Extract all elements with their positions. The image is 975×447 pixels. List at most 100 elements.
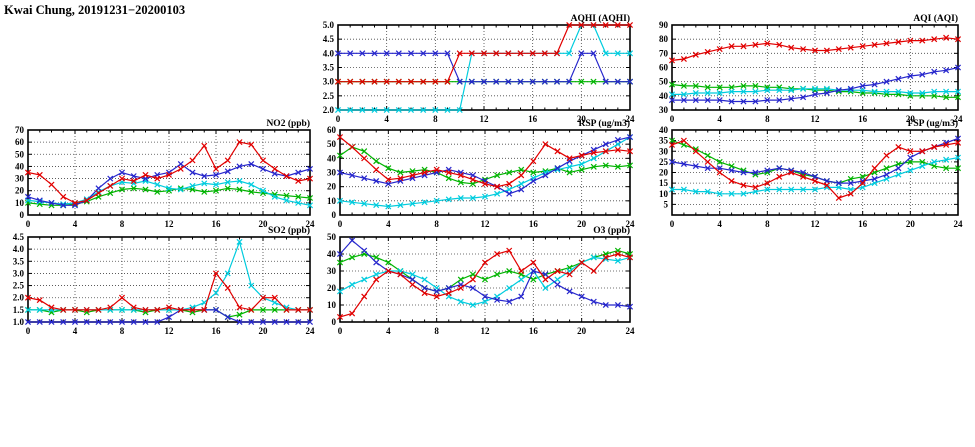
y-tick-label: 10 [15,198,25,208]
y-tick-label: 2.5 [323,91,335,101]
y-tick-label: 3.0 [13,268,25,278]
x-tick-label: 0 [336,114,341,124]
x-tick-label: 12 [481,219,491,229]
x-tick-label: 8 [765,219,770,229]
y-tick-label: 50 [327,232,337,242]
y-tick-label: 40 [659,91,669,101]
y-tick-label: 5 [664,199,669,209]
chart-o3: 0 10 20 30 40 50 0 4 8 12 16 20 24 O3 (ppb) [312,224,636,338]
x-tick-label: 16 [528,114,538,124]
x-tick-label: 24 [626,326,636,336]
y-tick-label: 3.0 [323,77,335,87]
series-green-line [28,309,310,318]
x-tick-label: 0 [338,326,343,336]
series-cyan-markers [668,85,962,98]
x-tick-label: 16 [529,219,539,229]
y-tick-label: 60 [659,63,669,73]
x-tick-label: 8 [433,114,438,124]
series-red-markers [24,139,314,206]
chart-title-fsp: FSP (ug/m3) [908,118,958,129]
y-tick-label: 90 [659,20,669,30]
series-red-markers [334,21,634,85]
chart-title-rsp: RSP (ug/m3) [579,118,630,129]
chart-rsp-plot: 0 10 20 30 40 50 60 0 4 8 12 16 20 24 RSP (ug/m3) [327,118,636,229]
y-tick-label: 70 [659,48,669,58]
series-green-markers [24,185,314,209]
x-tick-label: 16 [212,326,222,336]
x-tick-label: 12 [811,114,821,124]
x-tick-label: 12 [165,326,175,336]
x-tick-label: 8 [434,219,439,229]
y-tick-label: 5.0 [323,20,335,30]
x-tick-label: 4 [386,326,391,336]
y-tick-label: 2.5 [13,281,25,291]
x-tick-label: 8 [434,326,439,336]
y-tick-label: 40 [15,161,25,171]
y-tick-label: 30 [327,266,337,276]
y-tick-label: 50 [327,139,337,149]
y-tick-label: 35 [659,136,669,146]
y-tick-label: 0 [20,210,25,220]
series-green-markers [336,143,634,187]
y-tick-label: 40 [659,125,669,135]
y-tick-label: 3.5 [323,63,335,73]
chart-fsp: 5 10 15 20 25 30 35 40 0 4 8 12 16 20 24 FSP (ug/m3) [644,117,964,231]
series-cyan-markers [668,154,962,197]
y-tick-label: 2.0 [13,293,25,303]
x-tick-label: 0 [670,114,675,124]
series-red-markers [668,34,962,64]
y-tick-label: 30 [15,174,25,184]
x-tick-label: 20 [577,114,587,124]
series-cyan-markers [24,238,314,313]
chart-title-so2: SO2 (ppb) [268,225,310,236]
y-tick-label: 1.0 [13,317,25,327]
x-tick-label: 24 [954,219,964,229]
y-tick-label: 30 [659,146,669,156]
x-tick-label: 24 [626,219,636,229]
y-tick-label: 80 [659,34,669,44]
x-tick-label: 0 [26,326,31,336]
chart-aqhi: 2.0 2.5 3.0 3.5 4.0 4.5 5.0 0 4 8 12 16 20 24 AQHI (AQ… [310,12,636,126]
chart-so2-plot: 1.0 1.5 2.0 2.5 3.0 3.5 4.0 4.5 0 4 8 12 16 20 24 SO2 (… [13,225,315,336]
y-tick-label: 20 [327,182,337,192]
y-tick-label: 50 [15,149,25,159]
x-tick-label: 16 [529,326,539,336]
x-tick-label: 4 [386,219,391,229]
y-tick-label: 60 [327,125,337,135]
x-tick-label: 8 [120,326,125,336]
plot-frame [671,129,959,216]
chart-rsp: 0 10 20 30 40 50 60 0 4 8 12 16 20 24 RSP (ug/m3) [312,117,636,231]
plot-frame [337,24,631,111]
y-tick-label: 10 [659,189,669,199]
x-tick-label: 0 [670,219,675,229]
chart-title-no2: NO2 (ppb) [266,118,310,129]
series-blue-markers [668,64,962,105]
x-tick-label: 20 [577,326,587,336]
series-red-markers [24,270,314,313]
x-tick-label: 16 [212,219,222,229]
y-tick-label: 20 [659,168,669,178]
x-tick-label: 16 [858,114,868,124]
x-tick-label: 12 [480,114,490,124]
chart-no2-plot: 0 10 20 30 40 50 60 70 0 4 8 12 16 20 24 NO2 (ppb) [15,118,315,229]
x-tick-label: 8 [120,219,125,229]
series-red-markers [668,137,962,202]
chart-title-aqi: AQI (AQI) [913,13,958,24]
series-red-markers [336,134,634,190]
chart-o3-plot: 0 10 20 30 40 50 0 4 8 12 16 20 24 O3 (ppb) [327,225,636,336]
plot-frame [27,236,311,323]
y-tick-label: 20 [15,186,25,196]
x-tick-label: 20 [906,219,916,229]
y-tick-label: 30 [659,105,669,115]
y-tick-label: 25 [659,157,669,167]
y-tick-label: 50 [659,77,669,87]
x-tick-label: 4 [73,219,78,229]
chart-aqi-plot: 30 40 50 60 70 80 90 0 4 8 12 16 20 24 AQI (AQI) [659,13,963,124]
y-tick-label: 70 [15,125,25,135]
x-tick-label: 24 [626,114,636,124]
chart-no2: 0 10 20 30 40 50 60 70 0 4 8 12 16 20 24 NO2 (ppb) [0,117,316,231]
y-tick-label: 10 [327,300,337,310]
x-tick-label: 0 [338,219,343,229]
